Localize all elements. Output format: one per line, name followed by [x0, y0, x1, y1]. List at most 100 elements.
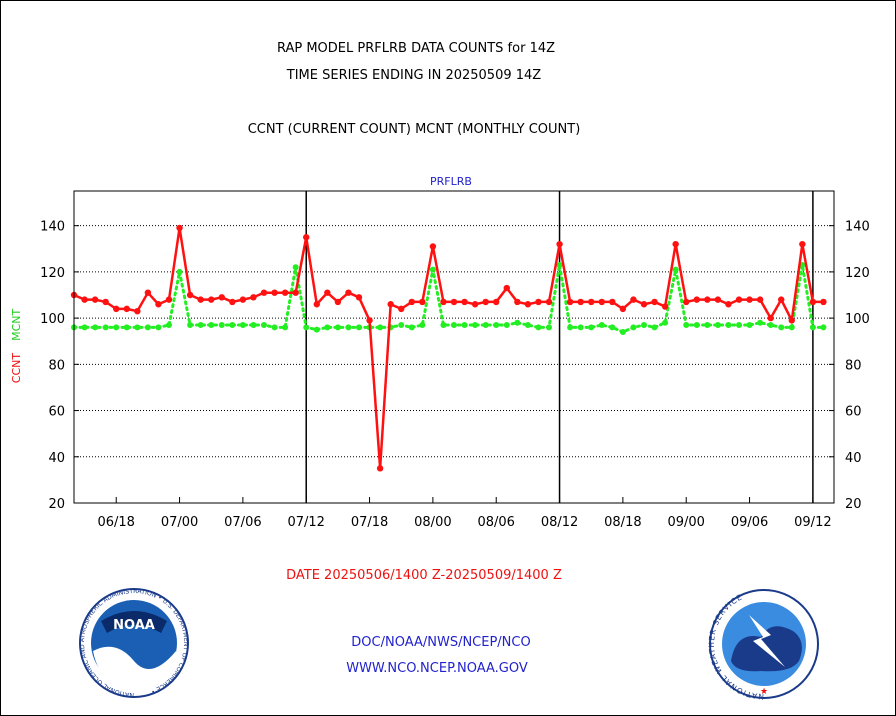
mcnt-data-point	[693, 322, 700, 329]
ccnt-data-point	[704, 296, 711, 303]
mcnt-data-point	[809, 324, 816, 331]
ccnt-data-point	[471, 301, 479, 308]
y-tick-label-right: 60	[845, 405, 862, 420]
nws-star-icon: ★	[760, 687, 768, 697]
mcnt-data-point	[820, 324, 827, 331]
mcnt-data-point	[218, 322, 225, 329]
ccnt-data-point	[630, 296, 637, 303]
ccnt-data-point	[799, 240, 806, 248]
mcnt-data-point	[313, 326, 320, 333]
ccnt-data-point	[503, 284, 510, 292]
ccnt-data-point	[419, 298, 426, 306]
date-range: DATE 20250506/1400 Z-20250509/1400 Z	[286, 568, 562, 583]
y-axis-label: CCNT MCNT	[10, 309, 23, 384]
ccnt-series-line	[73, 226, 824, 470]
mcnt-data-point	[757, 319, 764, 326]
ccnt-data-point	[524, 301, 532, 308]
ccnt-data-point	[313, 301, 320, 308]
x-tick-label: 07/06	[224, 515, 261, 530]
y-tick-label-right: 100	[845, 312, 870, 327]
ccnt-data-point	[450, 298, 458, 306]
mcnt-data-point	[419, 322, 426, 329]
mcnt-data-point	[134, 324, 141, 331]
x-tick-label: 06/18	[97, 515, 134, 530]
x-tick-label: 08/18	[604, 515, 641, 530]
ccnt-data-point	[303, 234, 310, 241]
ccnt-data-point	[239, 296, 247, 303]
ccnt-data-point	[134, 307, 141, 315]
ccnt-data-point	[778, 296, 785, 303]
mcnt-data-point	[113, 324, 120, 331]
ccnt-data-point	[535, 298, 542, 306]
mcnt-data-point	[725, 322, 732, 329]
org-link[interactable]: DOC/NOAA/NWS/NCEP/NCO	[351, 635, 530, 650]
ccnt-data-point	[144, 289, 152, 296]
mcnt-data-point	[546, 324, 552, 331]
mcnt-data-point	[229, 322, 236, 329]
ccnt-data-point	[577, 298, 584, 306]
mcnt-data-point	[377, 324, 384, 331]
ccnt-data-point	[545, 298, 553, 306]
mcnt-data-point	[609, 324, 616, 331]
mcnt-data-point	[271, 324, 278, 331]
x-tick-label: 08/12	[541, 515, 578, 530]
mcnt-data-point	[334, 324, 341, 331]
ccnt-data-point	[588, 298, 595, 306]
x-tick-label: 08/00	[414, 515, 451, 530]
chart-subtitle: CCNT (CURRENT COUNT) MCNT (MONTHLY COUNT…	[248, 122, 581, 137]
y-tick-label-right: 80	[845, 358, 862, 373]
ccnt-data-point	[493, 298, 500, 306]
mcnt-data-point	[619, 328, 626, 335]
ccnt-data-point	[165, 296, 173, 303]
mcnt-data-point	[451, 322, 457, 329]
website-link[interactable]: WWW.NCO.NCEP.NOAA.GOV	[346, 661, 528, 676]
y-tick-label-left: 40	[48, 451, 65, 466]
y-tick-label-left: 80	[48, 358, 65, 373]
x-tick-label: 07/00	[161, 515, 198, 530]
ccnt-data-point	[408, 298, 415, 306]
mcnt-data-point	[556, 261, 563, 268]
mcnt-data-point	[472, 322, 479, 329]
y-tick-label-right: 140	[845, 220, 870, 235]
ccnt-data-point	[250, 294, 257, 301]
x-tick-label: 09/12	[794, 515, 831, 530]
ccnt-data-point	[714, 296, 722, 303]
x-tick-label: 09/00	[667, 515, 704, 530]
mcnt-series-layer	[71, 261, 827, 335]
noaa-logo-text: NOAA	[113, 618, 155, 633]
ccnt-data-point	[514, 298, 521, 306]
ccnt-data-point	[809, 298, 817, 306]
y-tick-label-left: 20	[48, 497, 65, 512]
mcnt-data-point	[767, 322, 774, 329]
mcnt-data-point	[514, 319, 521, 326]
ccnt-data-point	[91, 296, 99, 303]
chart-title-line2: TIME SERIES ENDING IN 20250509 14Z	[286, 68, 542, 83]
mcnt-data-point	[303, 324, 310, 331]
ccnt-data-point	[102, 298, 109, 306]
mcnt-data-point	[239, 322, 246, 329]
x-tick-label: 07/12	[287, 515, 324, 530]
mcnt-data-point	[155, 324, 162, 331]
y-tick-layer: 20 20 40 40 60 60 80 80 100 100 120 120 140 140	[40, 220, 870, 512]
grid-layer	[74, 225, 834, 458]
mcnt-data-point	[577, 324, 584, 331]
ccnt-data-point	[820, 298, 827, 306]
mcnt-data-point	[250, 322, 257, 329]
y-tick-label-left: 120	[40, 266, 65, 281]
day-boundary-layer	[305, 191, 814, 503]
mcnt-data-point	[440, 322, 447, 329]
mcnt-data-point	[261, 322, 267, 329]
ccnt-data-point	[292, 289, 299, 296]
mcnt-data-point	[92, 324, 99, 331]
ccnt-data-point	[229, 298, 236, 306]
mcnt-data-point	[208, 322, 215, 329]
ccnt-data-point	[767, 314, 774, 322]
mcnt-data-point	[187, 322, 194, 329]
mcnt-data-point	[788, 324, 795, 331]
ccnt-data-point	[683, 298, 690, 306]
mcnt-data-point	[176, 268, 183, 275]
ccnt-data-point	[746, 296, 753, 303]
ccnt-data-point	[271, 289, 278, 296]
y-tick-label-right: 120	[845, 266, 870, 281]
ccnt-data-point	[735, 296, 743, 303]
